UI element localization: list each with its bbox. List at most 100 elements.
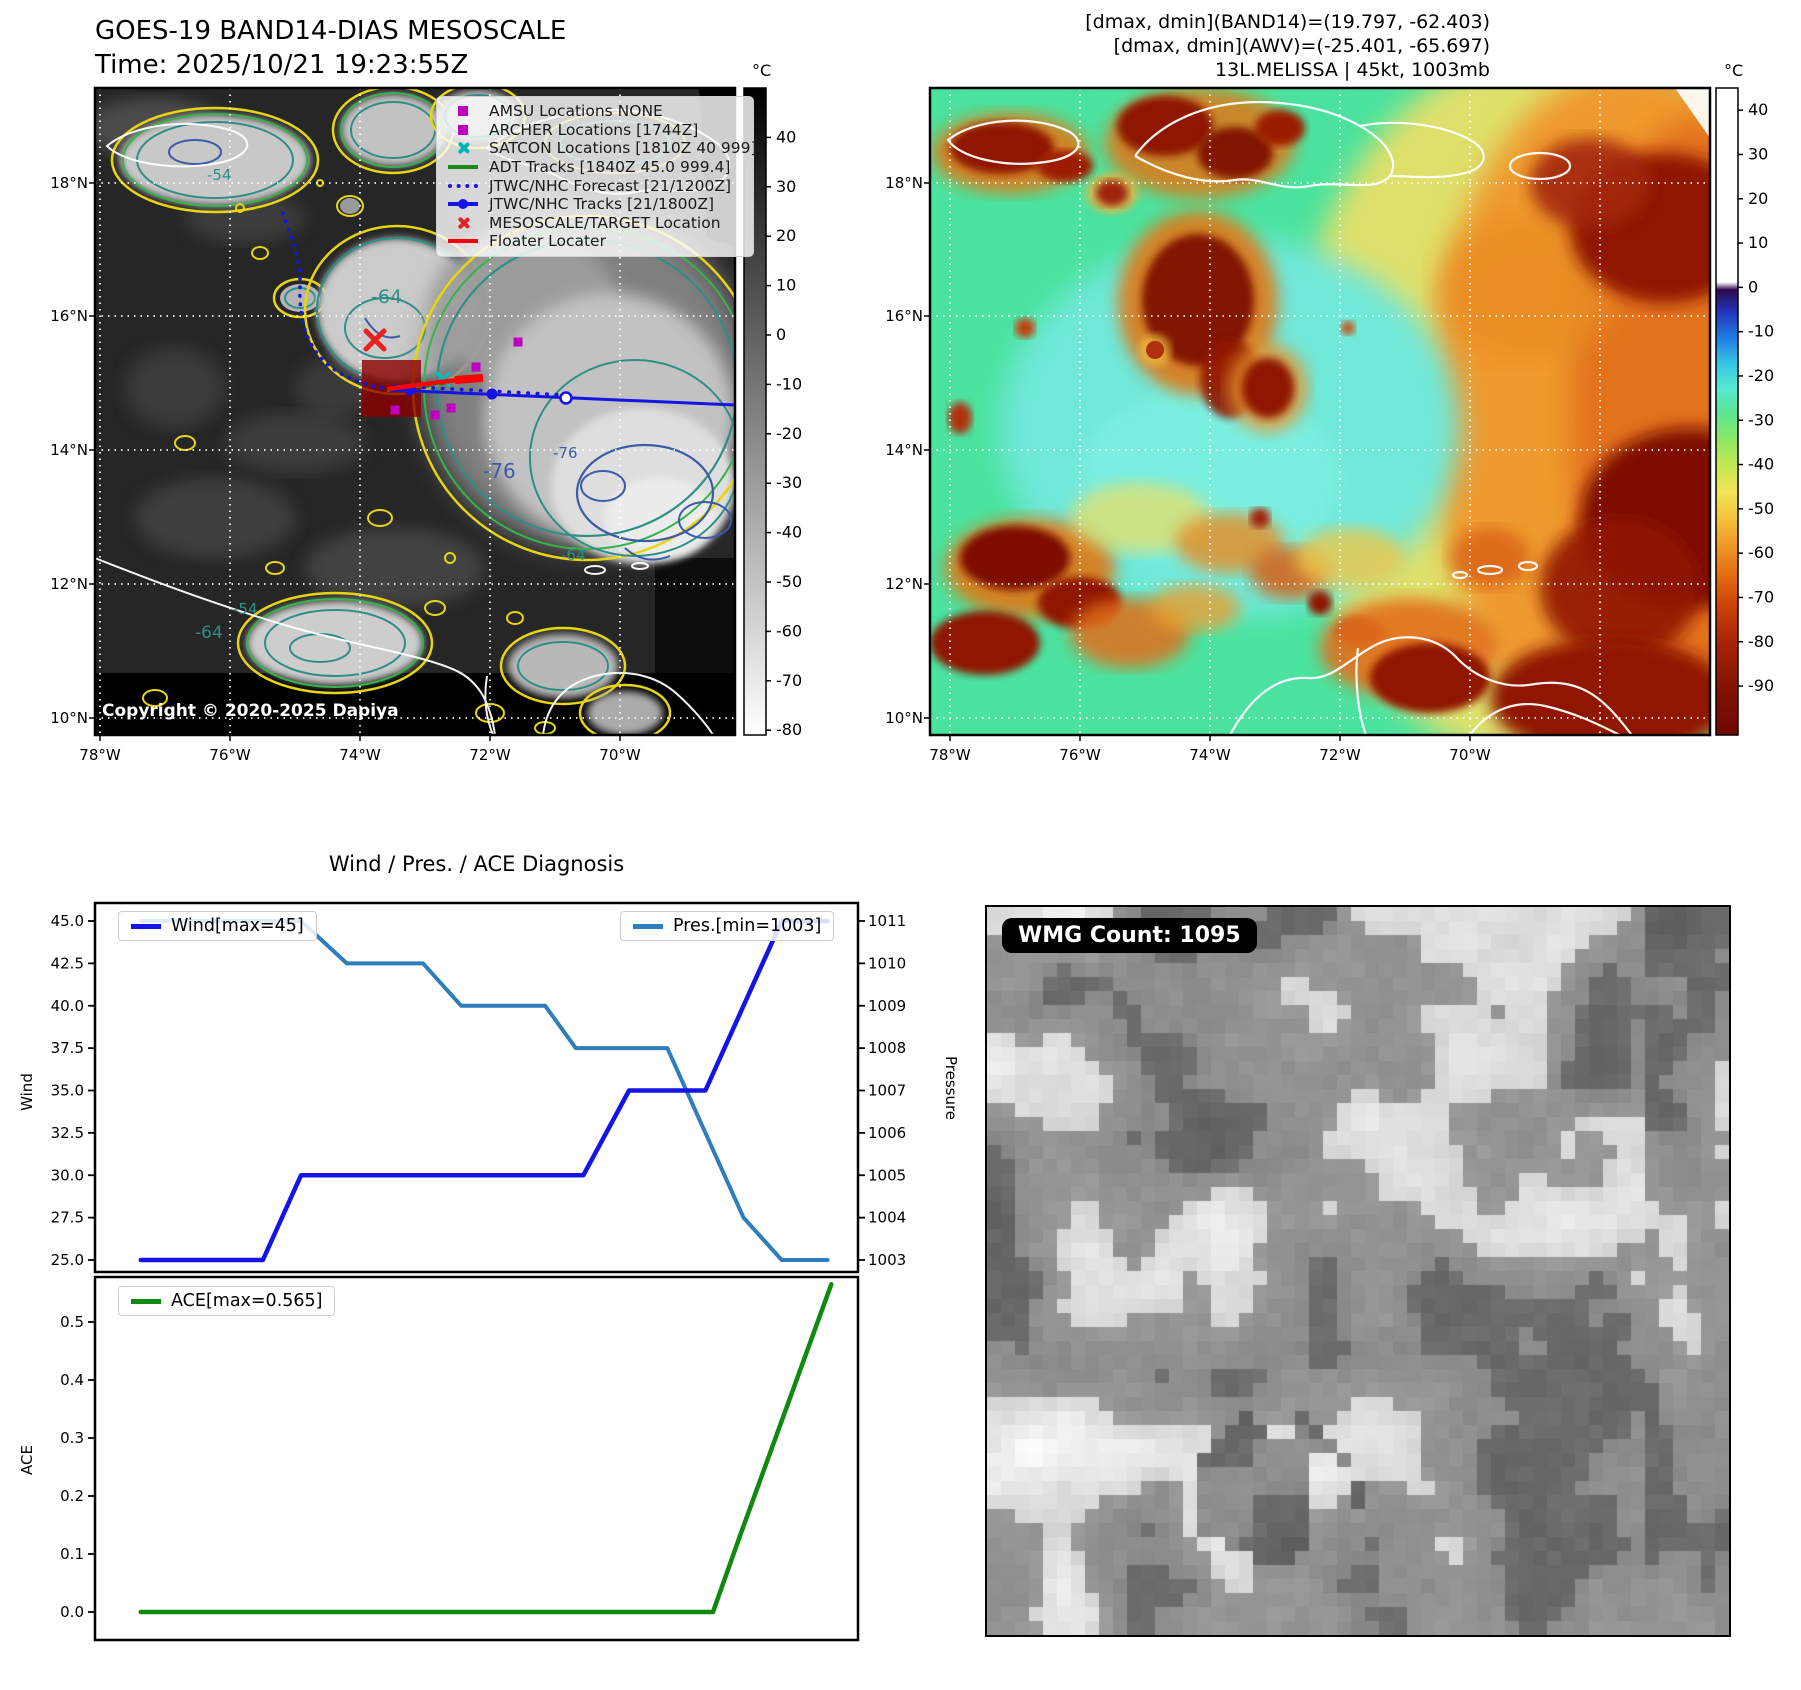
jtwc-track-point xyxy=(486,388,498,400)
contour-label: -64 xyxy=(195,623,223,643)
legend-item-adt: ADT Tracks [1840Z 45.0 999.4] xyxy=(445,158,745,177)
wind-legend: Wind[max=45] xyxy=(118,911,317,941)
pressure-tick: 1011 xyxy=(868,912,906,930)
pressure-tick: 1007 xyxy=(868,1082,906,1100)
wind-axis-label: Wind xyxy=(18,1073,36,1111)
map-border xyxy=(93,86,737,737)
ace-chart-box xyxy=(93,1275,860,1642)
colorbar-tick: 20 xyxy=(776,226,796,245)
colorbar-tick: -70 xyxy=(776,671,802,690)
storm-info: [dmax, dmin](BAND14)=(19.797, -62.403) [… xyxy=(800,10,1490,82)
colorbar-tick: 10 xyxy=(1748,233,1768,252)
lon-label: 72°W xyxy=(469,746,511,764)
ace-tick: 0.3 xyxy=(60,1429,84,1447)
pressure-axis-label: Pressure xyxy=(942,1056,960,1120)
colorbar-unit: °C xyxy=(752,61,771,80)
ace-chart: 0.5 0.4 0.3 0.2 0.1 0.0 xyxy=(60,1282,834,1621)
lon-label: 76°W xyxy=(1059,746,1101,764)
legend-label: SATCON Locations [1810Z 40 999] xyxy=(489,139,757,158)
lon-label: 74°W xyxy=(339,746,381,764)
ace-tick: 0.0 xyxy=(60,1603,84,1621)
ace-axis-label: ACE xyxy=(18,1445,36,1475)
wind-tick: 37.5 xyxy=(51,1039,84,1057)
wind-tick: 27.5 xyxy=(51,1209,84,1227)
colorbar-tick: -30 xyxy=(1748,410,1774,429)
pressure-tick: 1009 xyxy=(868,997,906,1015)
ace-legend-label: ACE[max=0.565] xyxy=(171,1291,323,1311)
wind-tick: 40.0 xyxy=(51,997,84,1015)
ace-tick: 0.4 xyxy=(60,1371,84,1389)
colorbar-tick: -80 xyxy=(776,720,802,739)
adt-line-icon xyxy=(448,165,478,170)
lat-label: 16°N xyxy=(50,307,88,325)
lon-label: 78°W xyxy=(79,746,121,764)
figure-title: GOES-19 BAND14-DIAS MESOSCALE Time: 2025… xyxy=(95,14,566,82)
lat-label: 16°N xyxy=(885,307,923,325)
contour-label: -54 xyxy=(207,166,232,184)
wind-pressure-chart-box xyxy=(93,901,860,1274)
jtwc-forecast-dotted xyxy=(281,211,397,392)
lat-label: 18°N xyxy=(50,174,88,192)
lon-label: 76°W xyxy=(209,746,251,764)
legend-item-target: MESOSCALE/TARGET Location xyxy=(445,214,745,233)
legend-item-archer: ARCHER Locations [1744Z] xyxy=(445,121,745,140)
contour-label: -64 xyxy=(371,286,402,308)
colorbar-tick: -20 xyxy=(1748,366,1774,385)
colorbar-tick: -50 xyxy=(776,572,802,591)
chart-title: Wind / Pres. / ACE Diagnosis xyxy=(328,852,625,876)
legend-item-track: JTWC/NHC Tracks [21/1800Z] xyxy=(445,195,745,214)
colorbar-tick: -30 xyxy=(776,473,802,492)
archer-square-icon xyxy=(458,124,468,135)
ace-legend: ACE[max=0.565] xyxy=(118,1286,336,1316)
coastlines xyxy=(946,100,1633,735)
wind-tick: 32.5 xyxy=(51,1124,84,1142)
colorbar-unit: °C xyxy=(1724,61,1743,80)
colorbar-tick: 0 xyxy=(776,325,786,344)
map-awv xyxy=(928,86,1712,737)
dmax-dmin-awv: [dmax, dmin](AWV)=(-25.401, -65.697) xyxy=(1113,35,1490,57)
pressure-tick: 1006 xyxy=(868,1124,906,1142)
colorbar-tick: -80 xyxy=(1748,632,1774,651)
wind-series-line xyxy=(138,918,830,1263)
legend-item-amsu: AMSU Locations NONE xyxy=(445,102,745,121)
pressure-tick: 1008 xyxy=(868,1039,906,1057)
lon-label: 72°W xyxy=(1319,746,1361,764)
floater-locater-thick xyxy=(454,374,484,384)
lon-label: 70°W xyxy=(599,746,641,764)
pressure-tick: 1005 xyxy=(868,1166,906,1184)
map-border xyxy=(928,86,1712,737)
legend-item-floater: Floater Locater xyxy=(445,232,745,251)
map-legend-box: AMSU Locations NONE ARCHER Locations [17… xyxy=(436,96,757,257)
ace-tick: 0.2 xyxy=(60,1487,84,1505)
ace-tick: 0.1 xyxy=(60,1545,84,1563)
lat-label: 18°N xyxy=(885,174,923,192)
target-x-icon xyxy=(456,216,470,230)
contour-label: -64 xyxy=(561,546,586,564)
wind-tick: 25.0 xyxy=(51,1251,84,1269)
colorbar-tick: -50 xyxy=(1748,499,1774,518)
wind-tick: 30.0 xyxy=(51,1166,84,1184)
wind-tick: 45.0 xyxy=(51,912,84,930)
pressure-tick: 1004 xyxy=(868,1209,906,1227)
wind-legend-label: Wind[max=45] xyxy=(171,916,304,936)
dmax-dmin-band14: [dmax, dmin](BAND14)=(19.797, -62.403) xyxy=(1085,11,1490,33)
storm-id-intensity: 13L.MELISSA | 45kt, 1003mb xyxy=(1215,59,1490,81)
floater-line-icon xyxy=(448,239,478,244)
wind-pressure-chart: 45.0 42.5 40.0 37.5 35.0 32.5 30.0 27.5 25.0 1011… xyxy=(51,912,907,1269)
ace-series-line xyxy=(138,1282,834,1615)
amsu-square-icon xyxy=(458,106,468,117)
contour-label: -76 xyxy=(483,459,516,483)
colorbar-tick: -40 xyxy=(1748,455,1774,474)
lat-label: 10°N xyxy=(50,709,88,727)
pressure-legend: Pres.[min=1003] xyxy=(620,911,835,941)
colorbar-tick: -10 xyxy=(776,374,802,393)
lat-label: 10°N xyxy=(885,709,923,727)
lon-label: 74°W xyxy=(1189,746,1231,764)
legend-label: ADT Tracks [1840Z 45.0 999.4] xyxy=(489,158,731,177)
legend-label: Floater Locater xyxy=(489,232,606,251)
legend-label: JTWC/NHC Forecast [21/1200Z] xyxy=(489,176,732,195)
wind-tick: 35.0 xyxy=(51,1082,84,1100)
ace-line-icon xyxy=(131,1298,161,1304)
map-axis-labels: 18°N 18°N 16°N 16°N 14°N 14°N 12°N 12°N 10°N 10°N… xyxy=(50,100,1774,764)
wind-tick: 42.5 xyxy=(51,954,84,972)
